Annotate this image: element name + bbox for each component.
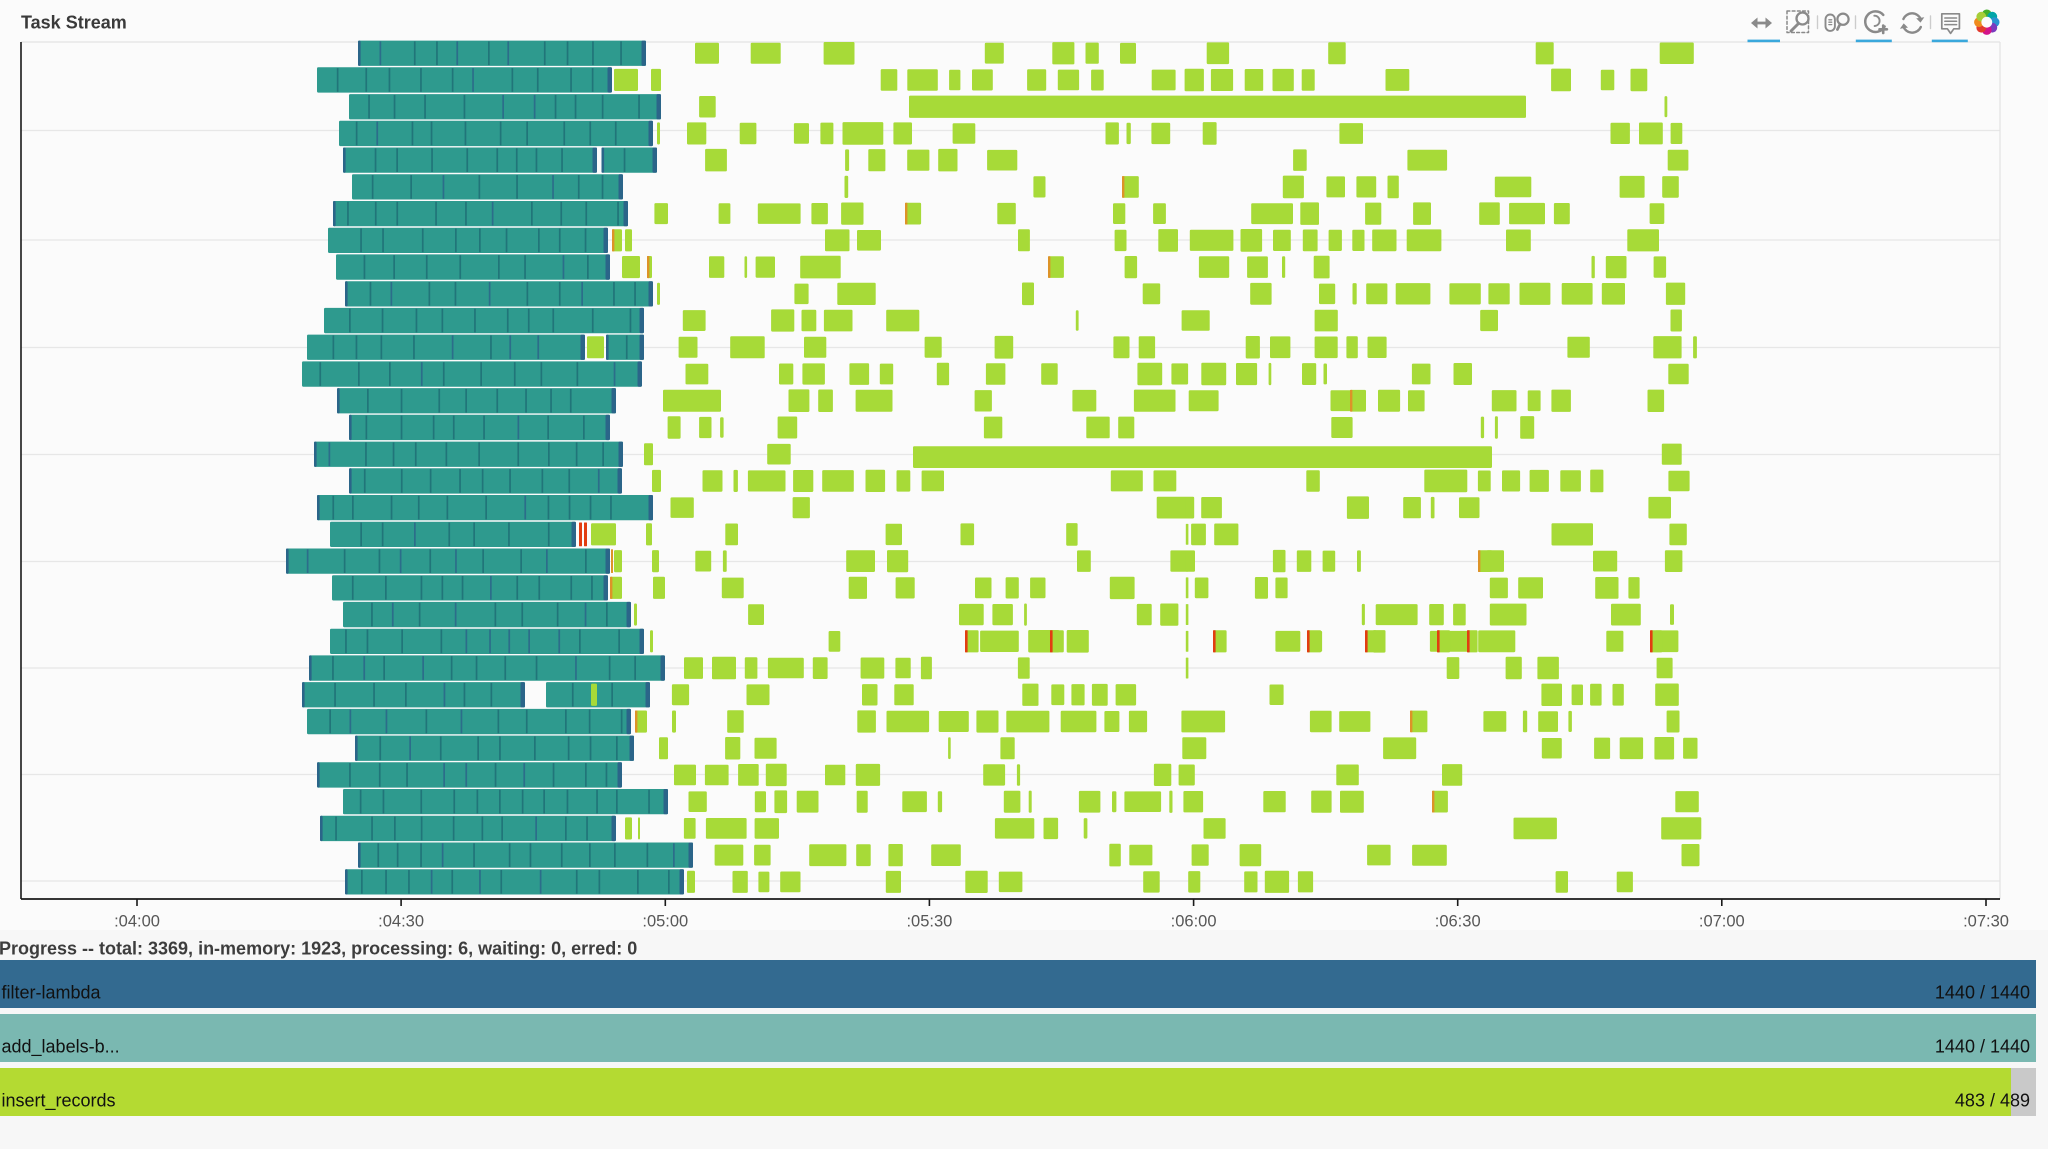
svg-text:add_labels-b...: add_labels-b... <box>2 1037 120 1058</box>
svg-text::06:30: :06:30 <box>1435 913 1481 931</box>
svg-text::07:00: :07:00 <box>1699 913 1745 931</box>
svg-text::07:30: :07:30 <box>1963 913 2009 931</box>
svg-text:483 / 489: 483 / 489 <box>1955 1091 2030 1111</box>
svg-text::06:00: :06:00 <box>1171 913 1217 931</box>
svg-text:Progress -- total: 3369, in-me: Progress -- total: 3369, in-memory: 1923… <box>0 939 637 959</box>
svg-text:1440 / 1440: 1440 / 1440 <box>1935 1037 2030 1057</box>
svg-text::04:00: :04:00 <box>114 913 160 931</box>
svg-text::05:30: :05:30 <box>906 913 952 931</box>
svg-text:1440 / 1440: 1440 / 1440 <box>1935 983 2030 1003</box>
svg-text:Task Stream: Task Stream <box>21 13 127 33</box>
svg-text:insert_records: insert_records <box>2 1091 116 1112</box>
svg-text::05:00: :05:00 <box>642 913 688 931</box>
svg-text::04:30: :04:30 <box>378 913 424 931</box>
svg-text:filter-lambda: filter-lambda <box>2 983 102 1003</box>
